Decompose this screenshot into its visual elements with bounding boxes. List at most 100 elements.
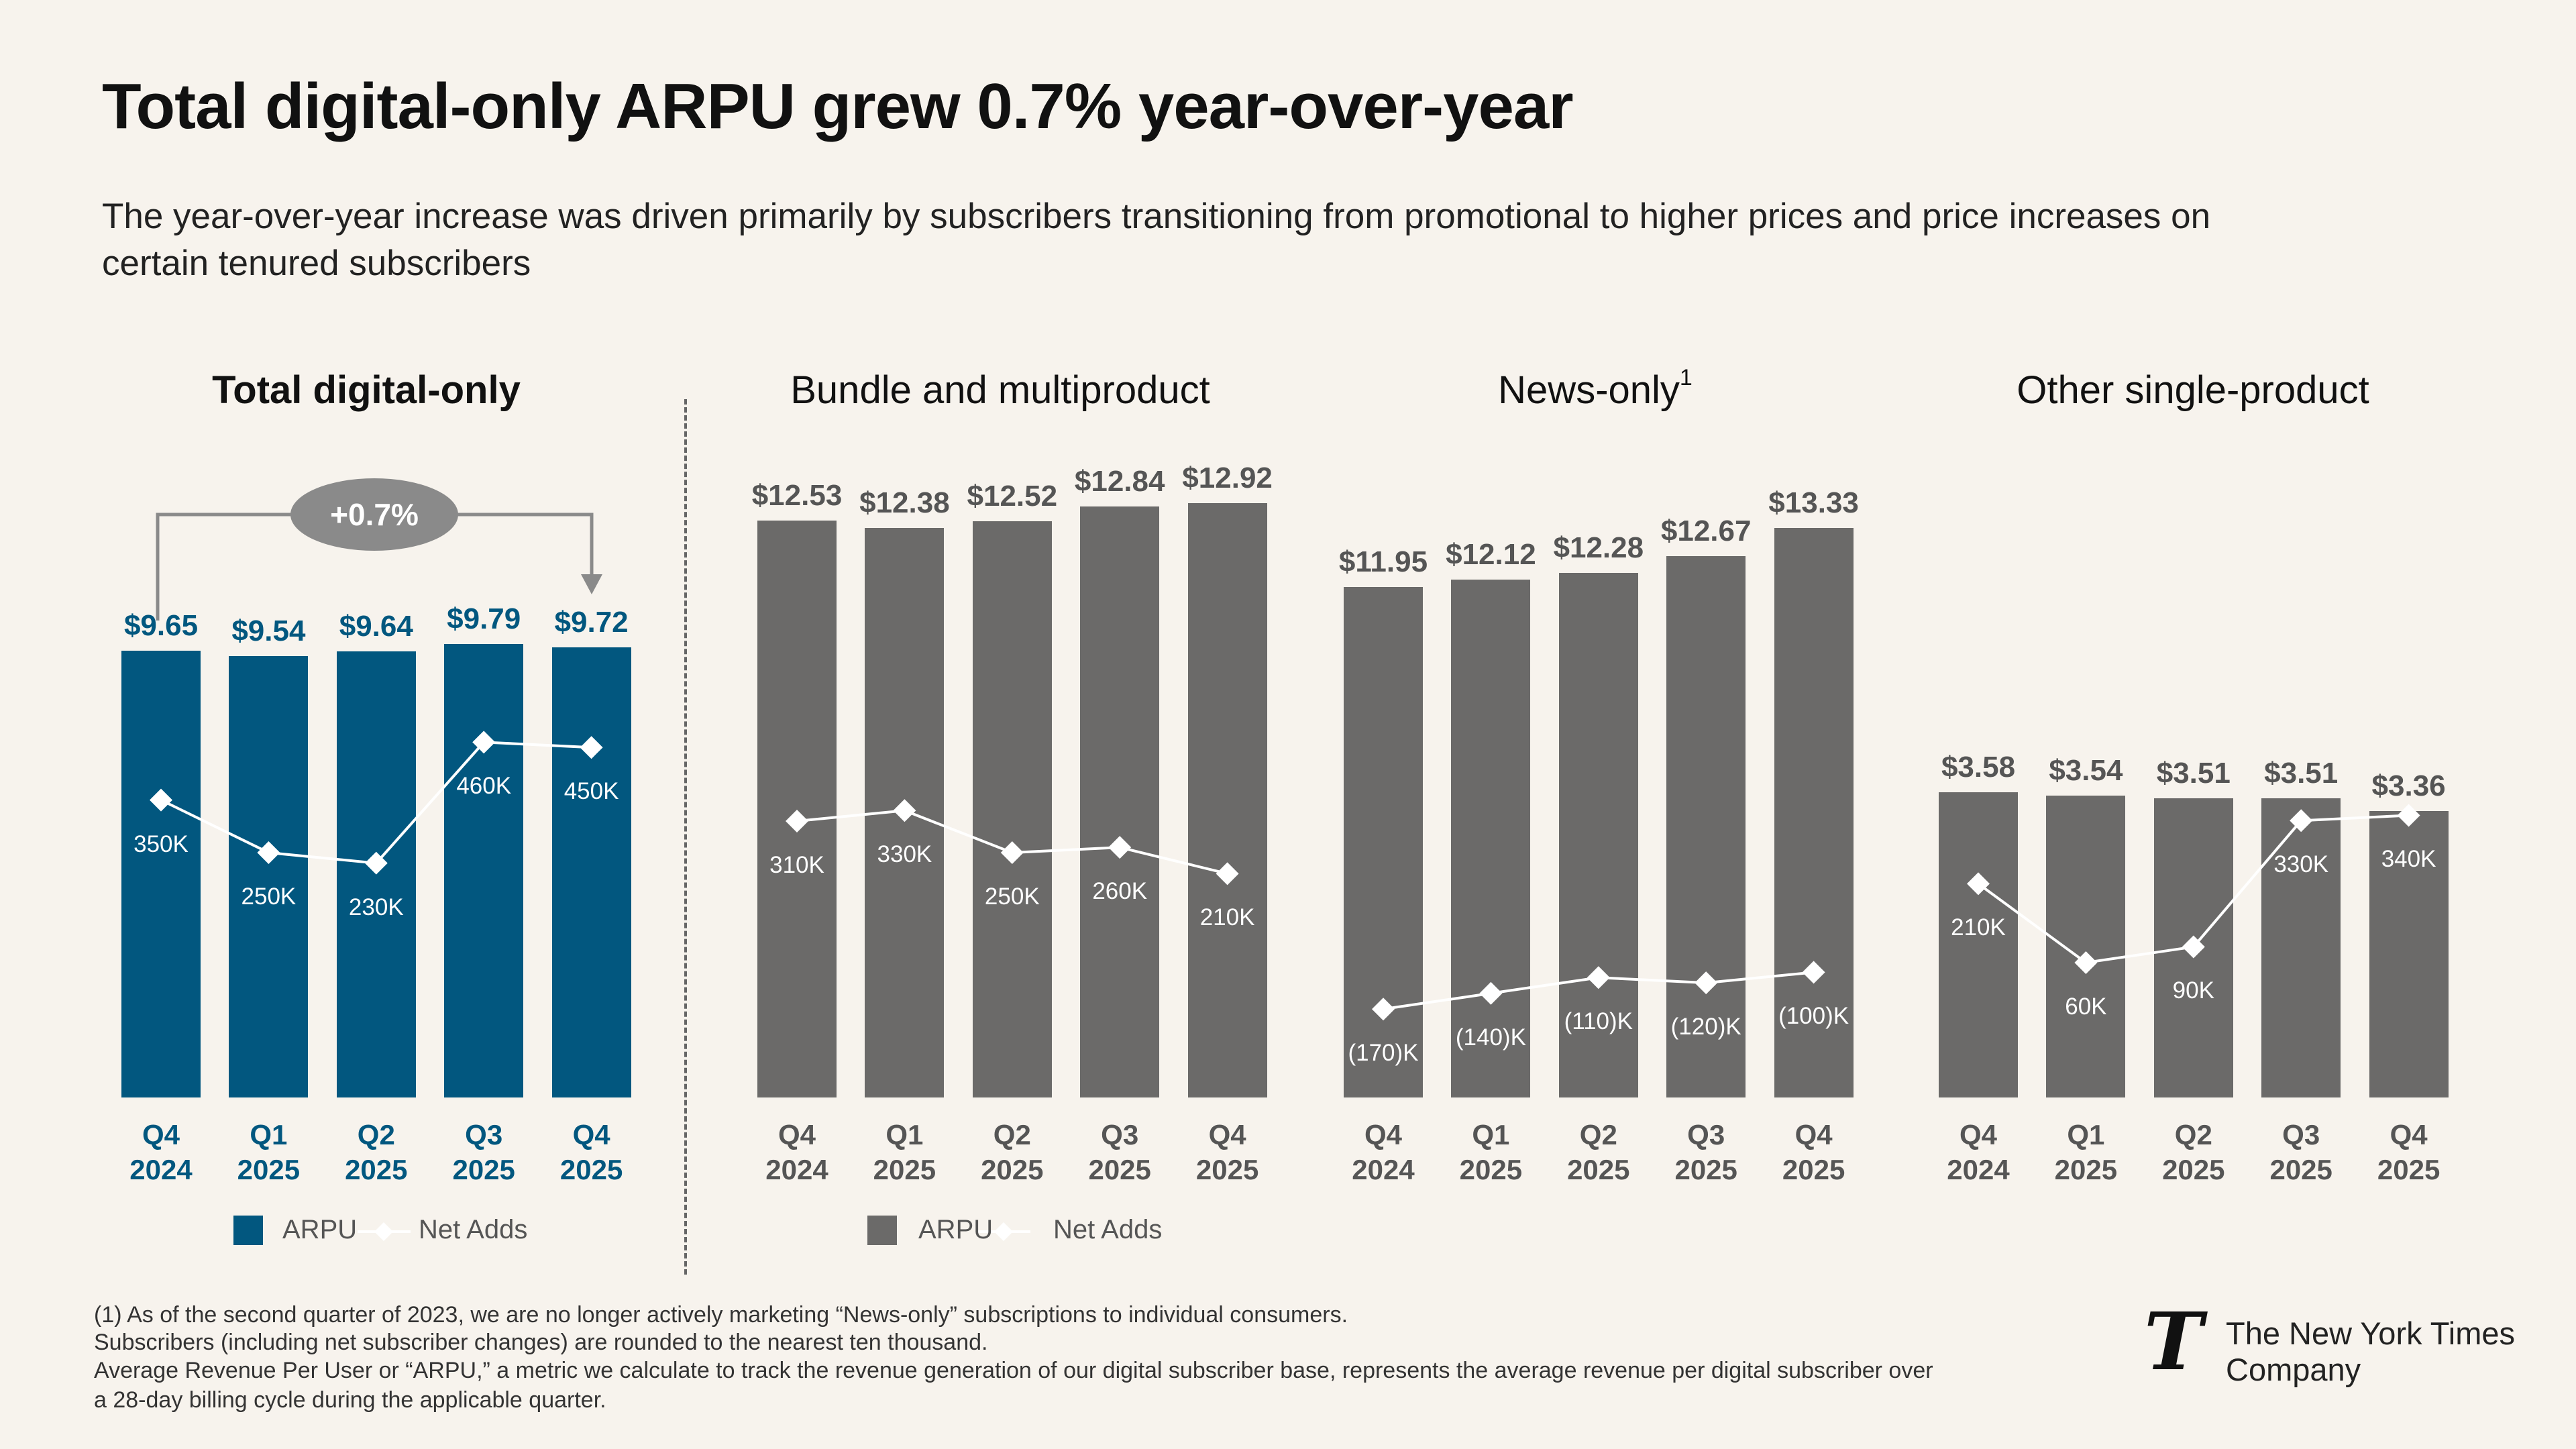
diamond-icon [994,1222,1013,1241]
legend-arpu-label-2: ARPU [918,1215,994,1244]
x-axis-quarter: Q3 [1101,1119,1139,1150]
net-adds-marker [1479,981,1503,1005]
net-adds-value-label: 210K [1199,904,1255,931]
x-axis-quarter: Q2 [1579,1119,1617,1150]
x-axis-year: 2025 [2054,1154,2118,1185]
footnote-2: Subscribers (including net subscriber ch… [94,1330,988,1355]
x-axis-year: 2025 [452,1154,515,1185]
x-axis-quarter: Q4 [1959,1119,1998,1150]
panel-title-news-only: News-only1 [1498,365,1693,413]
net-adds-value-label: 260K [1092,878,1148,905]
net-adds-marker [1587,966,1610,989]
subtitle-line-1: The year-over-year increase was driven p… [102,197,2211,236]
x-axis-quarter: Q4 [1364,1119,1403,1150]
x-axis-quarter: Q1 [2067,1119,2105,1150]
legend-arpu-swatch [233,1216,263,1245]
net-adds-value-label: (100)K [1778,1003,1849,1030]
arpu-value-label: $3.51 [2156,757,2231,790]
footnote-marker: 1 [1679,365,1693,390]
arpu-value-label: $9.64 [339,609,413,643]
logo-text-line-2: Company [2226,1352,2361,1387]
page-title: Total digital-only ARPU grew 0.7% year-o… [102,70,1574,142]
x-axis-year: 2025 [559,1154,623,1185]
legend-net-adds-label-2: Net Adds [1053,1215,1163,1244]
x-axis-quarter: Q4 [2390,1119,2428,1150]
x-axis-label: Q3 2025 [2269,1118,2332,1187]
x-axis-label: Q2 2025 [981,1118,1043,1187]
net-adds-value-label: (170)K [1348,1040,1419,1067]
arpu-bar [972,521,1052,1097]
x-axis-quarter: Q4 [1794,1119,1833,1150]
panel-title-total: Total digital-only [212,368,521,412]
arpu-bar [1187,502,1267,1097]
nyt-logo-icon: T [2144,1295,2203,1388]
x-axis-label: Q1 2025 [873,1118,936,1187]
arpu-bar [2261,798,2341,1097]
x-axis-label: Q4 2025 [1782,1118,1845,1187]
x-axis-year: 2024 [765,1154,828,1185]
x-axis-quarter: Q4 [1208,1119,1246,1150]
x-axis-quarter: Q1 [250,1119,288,1150]
x-axis-quarter: Q2 [993,1119,1031,1150]
arpu-bar [121,651,201,1097]
x-axis-quarter: Q2 [2174,1119,2212,1150]
net-adds-value-label: 250K [241,883,297,910]
arpu-value-label: $12.52 [967,480,1058,513]
x-axis-label: Q3 2025 [1674,1118,1737,1187]
arrow-down-icon [581,574,602,594]
x-axis-quarter: Q3 [2282,1119,2320,1150]
x-axis-year: 2025 [2162,1154,2225,1185]
x-axis-year: 2025 [873,1154,936,1185]
net-adds-marker [786,809,808,833]
growth-badge: +0.7% [290,478,458,551]
arpu-value-label: $9.54 [231,614,306,647]
arpu-value-label: $9.79 [447,602,521,636]
net-adds-marker [1216,862,1239,885]
net-adds-marker [1108,836,1132,859]
arpu-value-label: $12.12 [1446,537,1536,571]
arpu-value-label: $12.92 [1182,461,1273,494]
x-axis-year: 2025 [2377,1154,2440,1185]
net-adds-value-label: 450K [564,778,619,805]
arpu-value-label: $12.28 [1553,531,1644,564]
net-adds-marker [2290,809,2313,833]
arpu-value-label: $3.54 [2049,754,2123,788]
arpu-bar [1558,572,1638,1097]
net-adds-marker [257,841,280,864]
x-axis-year: 2024 [129,1154,193,1185]
x-axis-label: Q1 2025 [2055,1118,2117,1187]
diamond-icon [374,1222,393,1241]
x-axis-quarter: Q2 [357,1119,395,1150]
legend-net-adds-label: Net Adds [419,1215,528,1244]
x-axis-year: 2025 [345,1154,408,1185]
net-adds-value-label: (120)K [1670,1014,1741,1040]
arpu-bar [1774,527,1854,1097]
arpu-bar [1666,555,1746,1097]
x-axis-year: 2025 [1567,1154,1630,1185]
net-adds-value-label: (110)K [1564,1008,1633,1035]
x-axis-year: 2025 [981,1154,1044,1185]
legend-arpu-swatch-2 [867,1216,897,1245]
net-adds-value-label: 330K [2273,851,2329,878]
x-axis-quarter: Q1 [1472,1119,1510,1150]
footnote-1: (1) As of the second quarter of 2023, we… [94,1302,1348,1328]
subtitle-line-2: certain tenured subscribers [102,244,531,283]
arpu-value-label: $12.38 [859,486,950,519]
x-axis-quarter: Q4 [572,1119,610,1150]
net-adds-value-label: 340K [2381,846,2436,873]
arpu-value-label: $12.53 [751,479,843,513]
x-axis-label: Q4 2024 [129,1118,192,1187]
footnote-4: a 28-day billing cycle during the applic… [94,1387,606,1413]
arpu-bar [551,647,631,1097]
logo-text-line-1: The New York Times [2226,1316,2516,1351]
net-adds-marker [1000,841,1024,864]
arpu-bar [1451,579,1531,1097]
net-adds-marker [893,799,916,822]
x-axis-label: Q4 2024 [1352,1118,1414,1187]
footnote-3: Average Revenue Per User or “ARPU,” a me… [94,1358,1933,1383]
net-adds-value-label: 310K [769,851,824,878]
net-adds-value-label: 210K [1951,914,2006,941]
x-axis-year: 2025 [1459,1154,1523,1185]
